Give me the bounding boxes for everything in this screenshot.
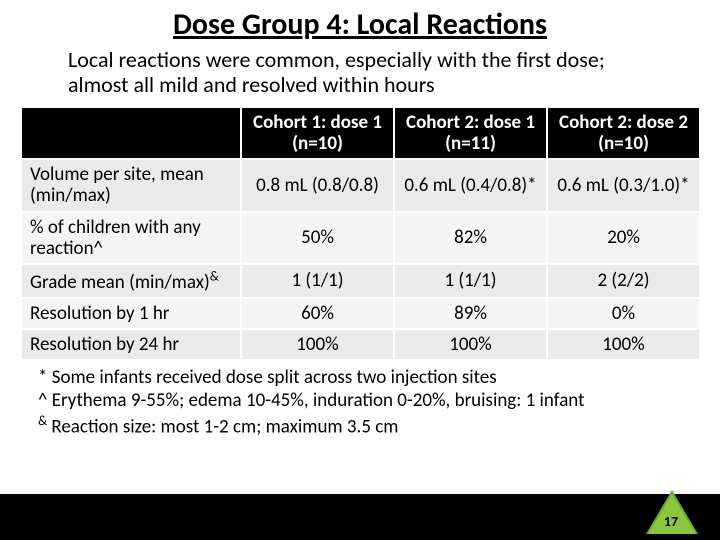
row-cell: 100% [394, 329, 547, 360]
table-header-col1: Cohort 1: dose 1 (n=10) [241, 107, 394, 160]
slide-title: Dose Group 4: Local Reactions [40, 8, 680, 41]
footnote-line: ^ Erythema 9-55%; edema 10-45%, indurati… [38, 390, 690, 413]
table-row: Volume per site, mean (min/max) 0.8 mL (… [21, 159, 700, 212]
row-label-text: Grade mean (min/max)& [30, 271, 219, 294]
row-cell: 82% [394, 212, 547, 265]
footnote-line: & Reaction size: most 1-2 cm; maximum 3.… [38, 413, 690, 439]
footnotes: * Some infants received dose split acros… [38, 367, 690, 439]
row-cell: 89% [394, 298, 547, 329]
row-label: Volume per site, mean (min/max) [21, 159, 241, 212]
table-header-row: Cohort 1: dose 1 (n=10) Cohort 2: dose 1… [21, 107, 700, 160]
row-label: Resolution by 24 hr [21, 329, 241, 360]
row-cell: 50% [241, 212, 394, 265]
row-cell: 2 (2/2) [547, 264, 700, 298]
table-row: Grade mean (min/max)& 1 (1/1) 1 (1/1) 2 … [21, 264, 700, 298]
row-cell: 0% [547, 298, 700, 329]
table-row: Resolution by 24 hr 100% 100% 100% [21, 329, 700, 360]
table-row: Resolution by 1 hr 60% 89% 0% [21, 298, 700, 329]
row-cell: 1 (1/1) [394, 264, 547, 298]
row-label: Resolution by 1 hr [21, 298, 241, 329]
bottom-bar [0, 494, 720, 540]
row-label: Grade mean (min/max)& [21, 264, 241, 298]
slide-subtitle: Local reactions were common, especially … [68, 47, 660, 98]
table-header-col3: Cohort 2: dose 2 (n=10) [547, 107, 700, 160]
row-cell: 0.6 mL (0.3/1.0)* [547, 159, 700, 212]
row-cell: 100% [547, 329, 700, 360]
row-cell: 20% [547, 212, 700, 265]
footnote-line: * Some infants received dose split acros… [38, 367, 690, 390]
row-cell: 0.8 mL (0.8/0.8) [241, 159, 394, 212]
row-cell: 100% [241, 329, 394, 360]
table-header-blank [21, 107, 241, 160]
page-number: 17 [661, 513, 681, 530]
reactions-table: Cohort 1: dose 1 (n=10) Cohort 2: dose 1… [20, 106, 701, 362]
table-header-col2: Cohort 2: dose 1 (n=11) [394, 107, 547, 160]
row-cell: 0.6 mL (0.4/0.8)* [394, 159, 547, 212]
row-label: % of children with any reaction^ [21, 212, 241, 265]
row-cell: 60% [241, 298, 394, 329]
row-cell: 1 (1/1) [241, 264, 394, 298]
slide: Dose Group 4: Local Reactions Local reac… [0, 0, 720, 540]
table-row: % of children with any reaction^ 50% 82%… [21, 212, 700, 265]
